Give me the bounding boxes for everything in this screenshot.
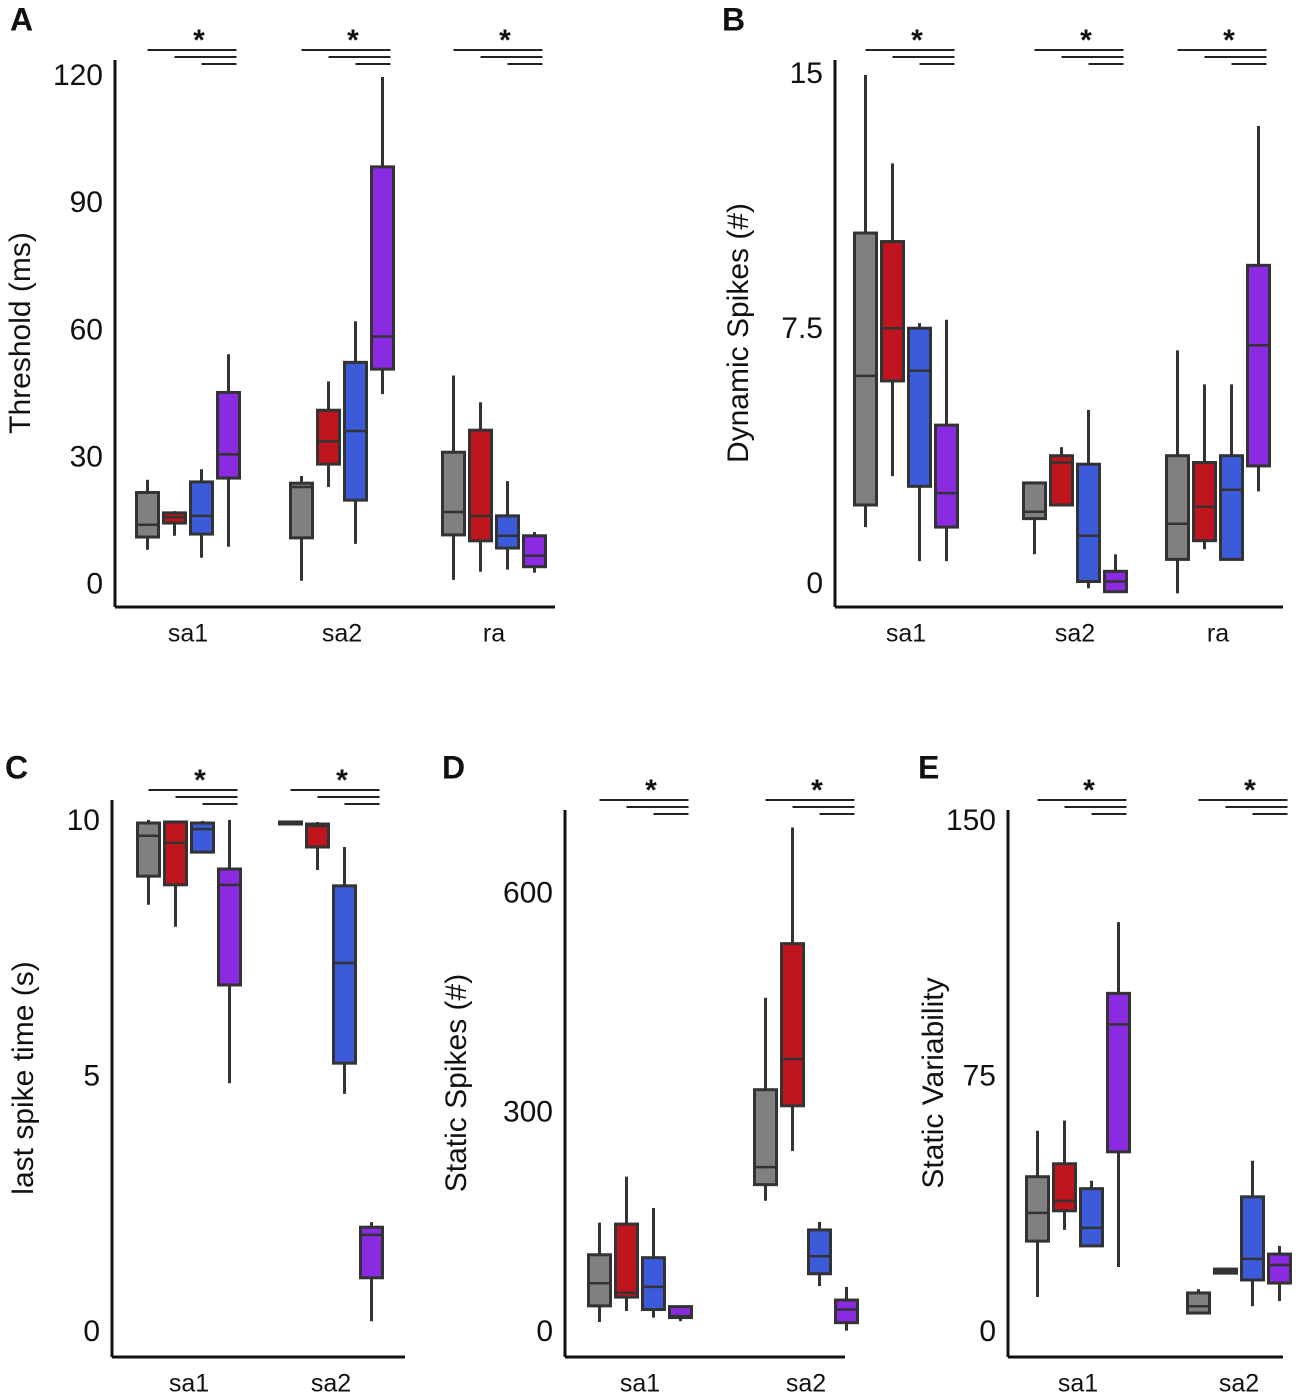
box: [853, 231, 878, 507]
box: [1267, 1252, 1292, 1285]
significance-star: *: [911, 24, 923, 57]
significance-star: *: [1080, 24, 1092, 57]
x-tick-label: sa1: [169, 1370, 209, 1395]
box: [1240, 1195, 1265, 1282]
x-tick-label: sa2: [786, 1370, 826, 1395]
significance-star: *: [645, 774, 657, 807]
significance-star: *: [1223, 24, 1235, 57]
x-tick-label: sa2: [1055, 620, 1095, 648]
box: [135, 491, 160, 539]
y-tick-label: 30: [70, 441, 103, 474]
box: [1106, 991, 1131, 1154]
box: [1186, 1291, 1211, 1315]
panel-label: B: [722, 1, 745, 37]
box: [522, 534, 547, 569]
box: [641, 1256, 666, 1312]
panel-label: C: [5, 749, 28, 785]
y-tick-label: 120: [53, 59, 103, 92]
box: [1165, 454, 1190, 561]
y-axis-label: Static Variability: [917, 977, 950, 1188]
significance-star: *: [194, 764, 206, 797]
box: [1192, 461, 1217, 543]
box: [614, 1222, 639, 1299]
y-axis-label: last spike time (s): [7, 961, 40, 1194]
y-tick-label: 600: [503, 877, 553, 910]
x-tick-label: sa2: [322, 620, 362, 648]
box: [1076, 462, 1101, 584]
box: [190, 821, 215, 854]
x-tick-label: sa2: [1219, 1370, 1259, 1395]
box: [934, 423, 959, 529]
box: [216, 390, 241, 480]
y-tick-label: 90: [70, 186, 103, 219]
box: [587, 1253, 612, 1308]
box: [468, 428, 493, 543]
box: [370, 165, 395, 371]
x-tick-label: sa2: [311, 1370, 351, 1395]
box: [305, 822, 330, 849]
x-tick-label: ra: [483, 620, 505, 648]
box: [189, 480, 214, 536]
significance-star: *: [193, 24, 205, 57]
box: [668, 1305, 693, 1320]
y-tick-label: 150: [946, 804, 996, 837]
box: [1049, 454, 1074, 507]
y-axis-label: Threshold (ms): [4, 232, 37, 434]
y-tick-label: 15: [790, 57, 823, 90]
box: [316, 408, 341, 466]
significance-star: *: [1244, 774, 1256, 807]
box: [217, 867, 242, 987]
box: [495, 514, 520, 550]
box: [1246, 263, 1271, 468]
box: [753, 1088, 778, 1187]
box: [136, 821, 161, 878]
box: [332, 884, 357, 1065]
y-tick-label: 5: [83, 1059, 100, 1092]
box: [1022, 481, 1047, 521]
panel-label: D: [442, 749, 465, 785]
x-tick-label: ra: [1207, 620, 1229, 648]
box: [780, 942, 805, 1108]
y-tick-label: 7.5: [781, 312, 823, 345]
y-tick-label: 0: [806, 567, 823, 600]
y-axis-label: Dynamic Spikes (#): [722, 203, 755, 463]
box: [163, 820, 188, 887]
box: [359, 1225, 384, 1280]
box: [807, 1228, 832, 1276]
y-tick-label: 0: [83, 1315, 100, 1348]
x-tick-label: sa1: [1058, 1370, 1098, 1395]
panel-label: E: [918, 749, 939, 785]
y-tick-label: 60: [70, 313, 103, 346]
significance-star: *: [1083, 774, 1095, 807]
y-tick-label: 0: [979, 1315, 996, 1348]
box: [834, 1298, 859, 1325]
significance-star: *: [347, 24, 359, 57]
box: [1079, 1187, 1104, 1248]
box: [1025, 1175, 1050, 1243]
y-tick-label: 0: [536, 1315, 553, 1348]
significance-star: *: [336, 764, 348, 797]
box: [1219, 454, 1244, 561]
panel-label: A: [10, 1, 33, 37]
x-tick-label: sa1: [168, 620, 208, 648]
box: [1052, 1162, 1077, 1213]
y-axis-label: Static Spikes (#): [440, 974, 473, 1192]
x-tick-label: sa1: [886, 620, 926, 648]
box: [907, 326, 932, 488]
y-tick-label: 10: [67, 804, 100, 837]
box: [880, 240, 905, 383]
x-tick-label: sa1: [620, 1370, 660, 1395]
box: [441, 450, 466, 537]
significance-star: *: [811, 774, 823, 807]
y-tick-label: 300: [503, 1096, 553, 1129]
significance-star: *: [499, 24, 511, 57]
y-tick-label: 0: [86, 568, 103, 601]
box: [289, 481, 314, 540]
y-tick-label: 75: [963, 1059, 996, 1092]
